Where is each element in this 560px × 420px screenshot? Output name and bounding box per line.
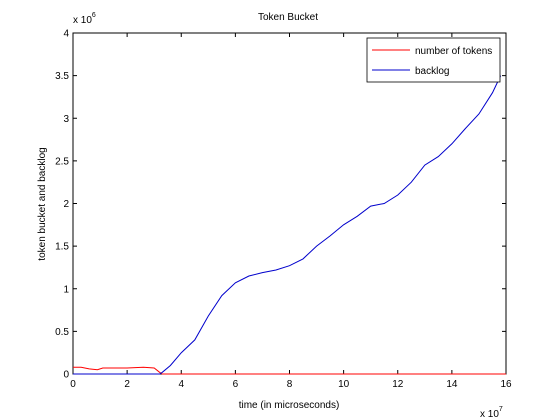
- y-tick-label: 2.5: [55, 156, 69, 167]
- x-axis-label: time (in microseconds): [239, 400, 340, 411]
- y-tick-label: 2: [63, 199, 69, 210]
- plot-area: [72, 32, 507, 375]
- y-tick-label: 1: [63, 284, 69, 295]
- legend: number of tokens backlog: [366, 37, 501, 83]
- chart-title: Token Bucket: [258, 12, 318, 23]
- y-tick-label: 0.5: [55, 327, 69, 338]
- x-tick-label: 10: [338, 379, 350, 390]
- y-tick-label: 3.5: [55, 71, 69, 82]
- x-tick-label: 14: [446, 379, 458, 390]
- y-multiplier: x 106: [73, 12, 96, 26]
- y-axis-label: token bucket and backlog: [37, 147, 48, 260]
- legend-label-number-of-tokens: number of tokens: [415, 46, 492, 57]
- x-tick-label: 6: [233, 379, 239, 390]
- x-axis-ticks: 0 2 4 6 8 10 12 14 16: [70, 33, 512, 390]
- legend-box: [366, 37, 501, 83]
- x-tick-label: 2: [124, 379, 130, 390]
- legend-label-backlog: backlog: [415, 66, 449, 77]
- x-multiplier-exponent: 7: [499, 406, 503, 413]
- series-layer: [73, 75, 506, 375]
- y-multiplier-exponent: 6: [92, 12, 96, 19]
- y-tick-label: 0: [63, 370, 69, 381]
- series-line-number-of-tokens: [73, 366, 506, 375]
- x-tick-label: 16: [500, 379, 512, 390]
- x-multiplier: x 107: [480, 406, 503, 420]
- x-tick-label: 4: [178, 379, 184, 390]
- y-tick-label: 3: [63, 114, 69, 125]
- x-tick-label: 8: [287, 379, 293, 390]
- x-tick-label: 0: [70, 379, 76, 390]
- x-tick-label: 12: [392, 379, 404, 390]
- y-tick-label: 1.5: [55, 242, 69, 253]
- y-tick-label: 4: [63, 29, 69, 40]
- series-line-backlog: [73, 75, 502, 375]
